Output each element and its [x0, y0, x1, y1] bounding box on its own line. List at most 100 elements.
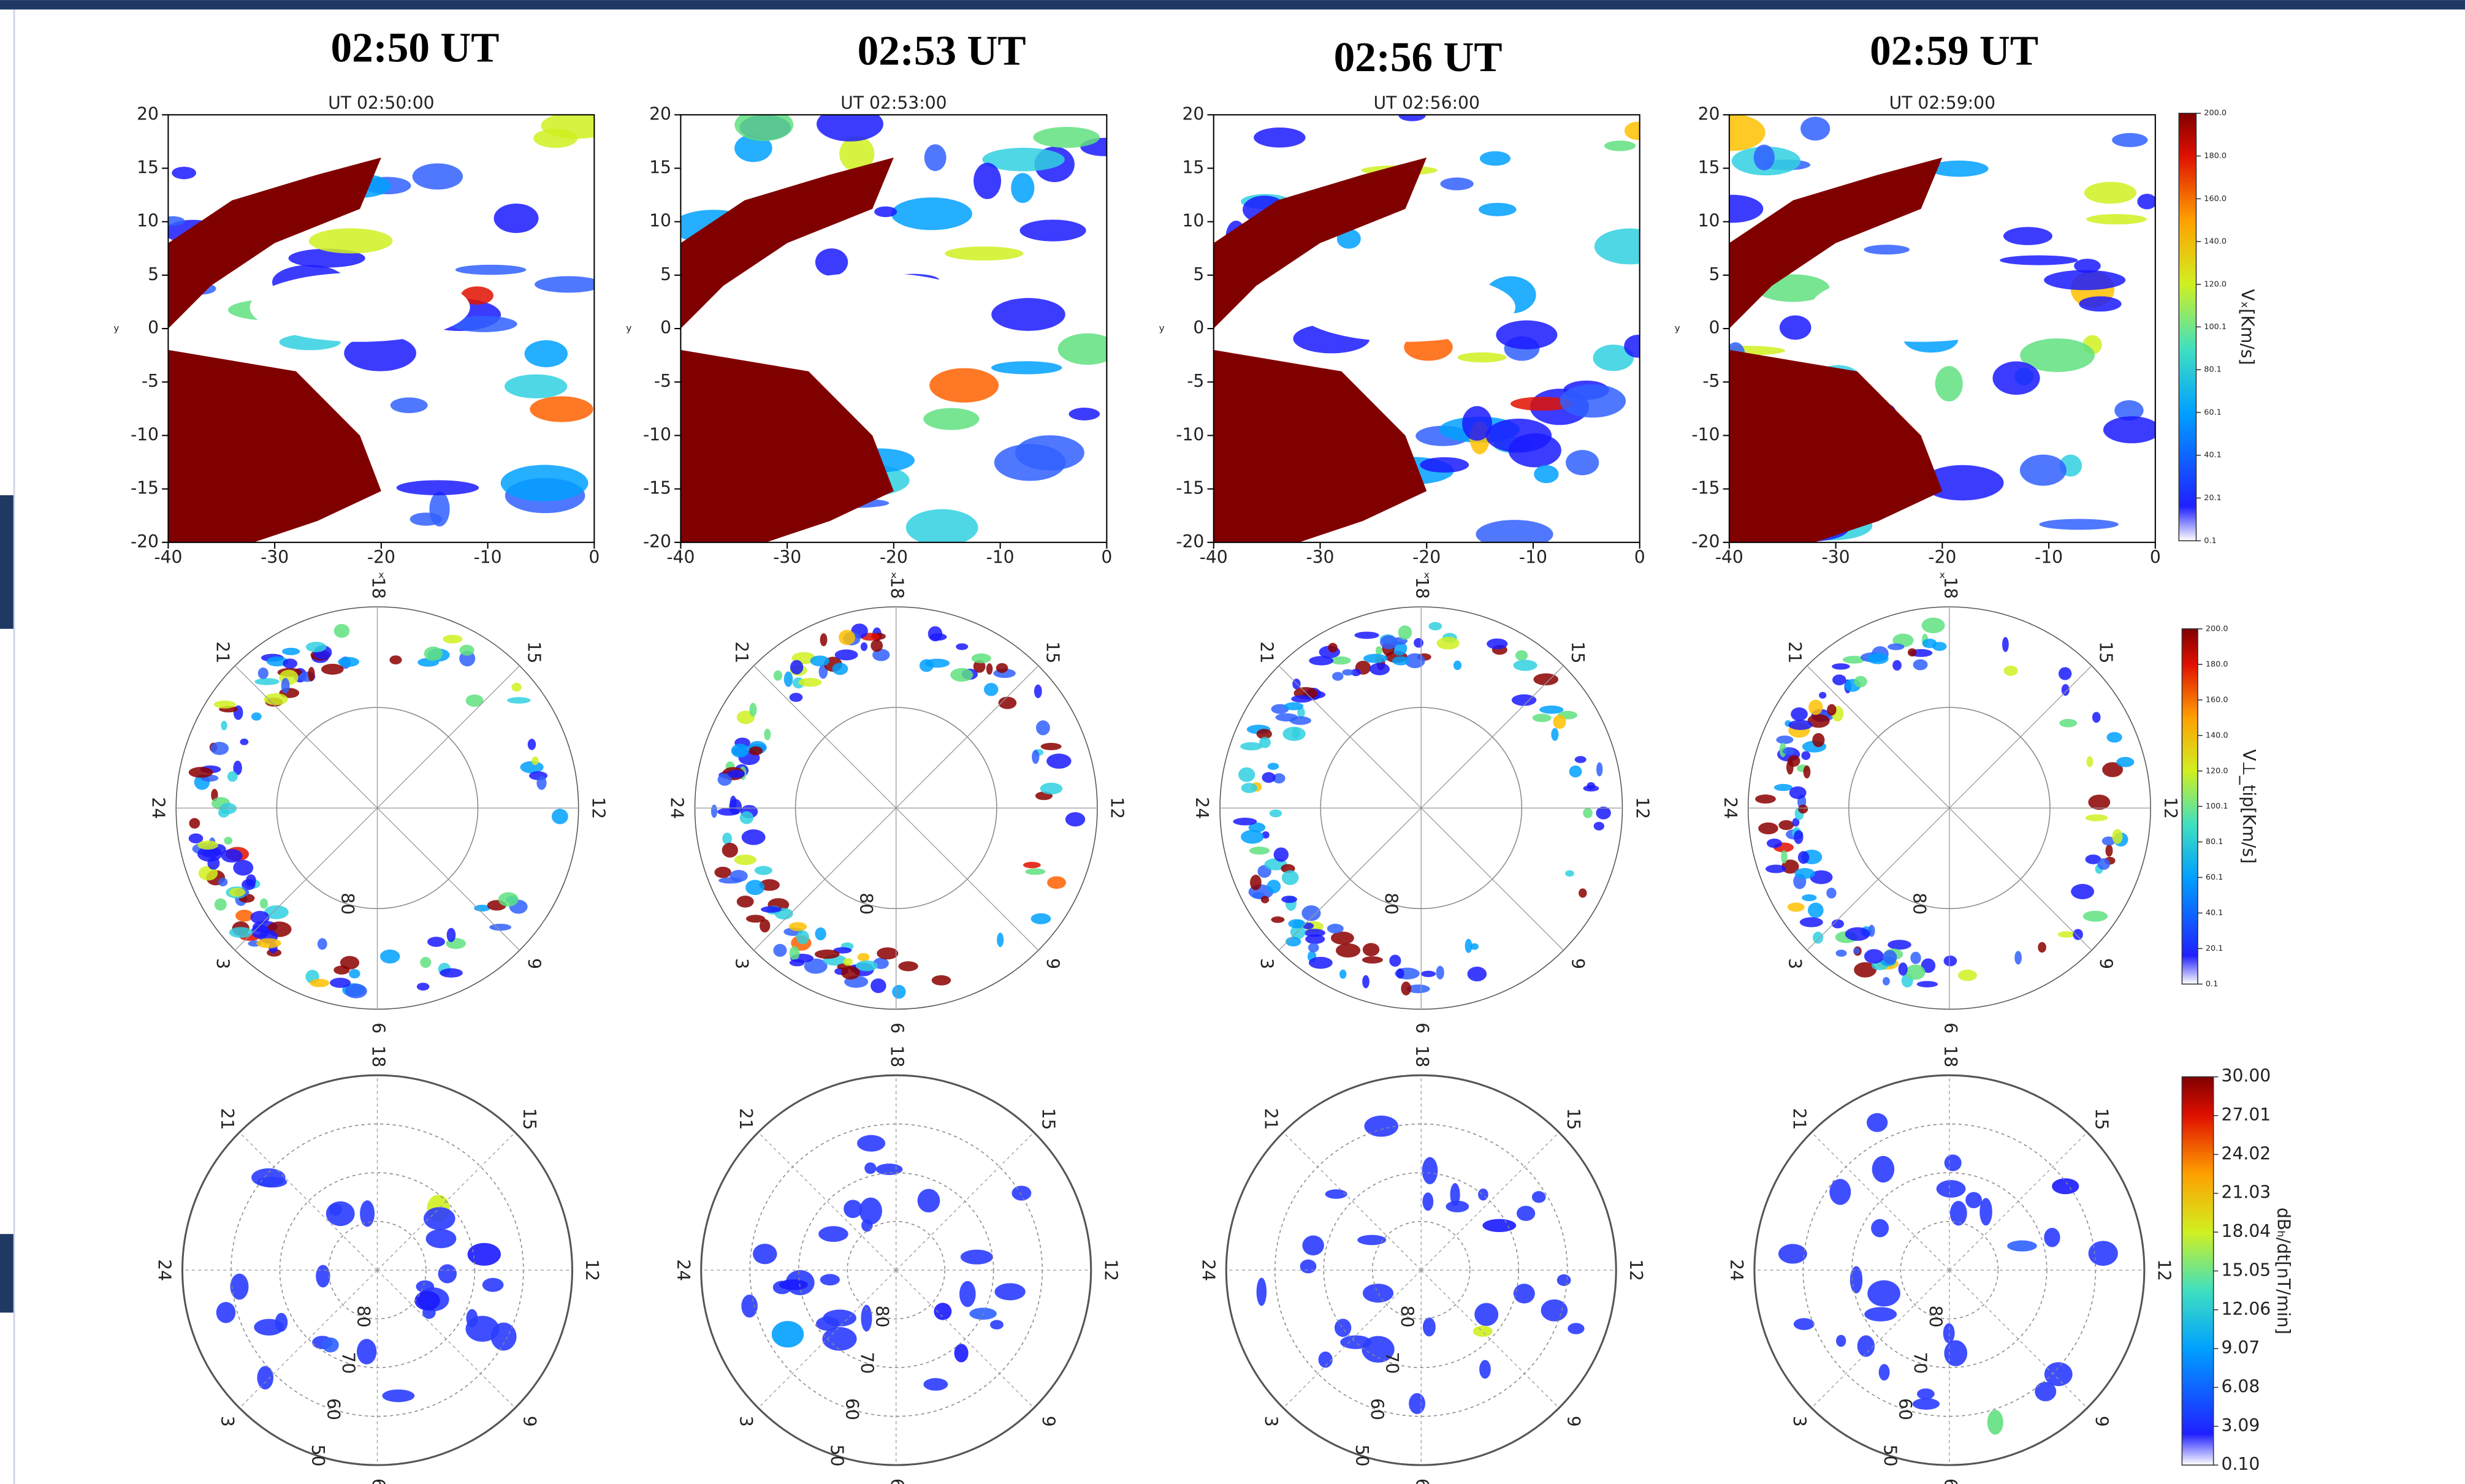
heat-patch — [2086, 756, 2094, 767]
heat-patch — [1482, 1219, 1517, 1233]
heat-patch — [1907, 648, 1917, 657]
heat-patch — [1031, 913, 1051, 924]
heat-patch — [2014, 951, 2022, 965]
heat-patch — [816, 1316, 840, 1331]
heat-patch — [789, 959, 805, 967]
hour-grid — [758, 1132, 897, 1271]
heat-patch — [1308, 956, 1333, 969]
heat-patch — [871, 639, 883, 652]
lat-label: 50 — [826, 1445, 847, 1467]
heat-patch — [754, 866, 772, 875]
heat-patch — [739, 811, 754, 824]
heat-patch — [1864, 1307, 1897, 1322]
lat-label: 70 — [857, 1352, 877, 1374]
colorbar-tick-label: 15.05 — [2222, 1260, 2271, 1280]
heat-patch — [1979, 1198, 1992, 1226]
heat-patch — [1905, 964, 1926, 980]
hour-label: 15 — [2096, 641, 2116, 663]
heat-patch — [711, 804, 718, 818]
heat-patch — [1624, 121, 1640, 140]
heat-patch — [2082, 910, 2108, 922]
y-tick-label: 0 — [1193, 318, 1204, 338]
heat-patch — [1532, 713, 1552, 723]
heat-patch — [329, 1203, 343, 1216]
heat-patch — [1309, 656, 1334, 666]
heat-patch — [316, 1265, 330, 1288]
heat-patch — [1579, 888, 1587, 898]
heatmap — [1729, 115, 2155, 542]
heat-patch — [1917, 1388, 1935, 1400]
heat-patch — [536, 775, 547, 790]
heat-patch — [493, 204, 539, 234]
heat-patch — [717, 773, 733, 786]
hour-grid — [896, 1269, 1035, 1409]
heat-patch — [730, 796, 737, 810]
heat-patch — [424, 1207, 455, 1230]
heat-patch — [2007, 1240, 2037, 1252]
heat-patch — [1485, 419, 1552, 453]
heat-patch — [1801, 751, 1811, 760]
heat-patch — [997, 932, 1004, 947]
heat-patch — [1340, 1335, 1372, 1349]
hour-label: 12 — [2154, 1259, 2174, 1281]
heat-patch — [722, 842, 738, 858]
heat-patch — [923, 1378, 948, 1391]
heat-patch — [1428, 622, 1442, 631]
hour-label: 18 — [1940, 577, 1960, 599]
hour-label: 3 — [1789, 1416, 1809, 1427]
heat-patch — [482, 1277, 504, 1292]
heat-patch — [857, 1135, 886, 1152]
hour-label: 15 — [1568, 641, 1588, 663]
side-band — [0, 1234, 15, 1313]
hour-grid — [239, 1132, 378, 1271]
heat-patch — [1807, 713, 1830, 728]
heat-patch — [1888, 940, 1911, 950]
heat-patch — [1864, 949, 1884, 964]
heat-patch — [1788, 755, 1800, 767]
hour-label: 3 — [1785, 958, 1805, 969]
heat-patch — [1305, 934, 1325, 945]
heat-patch — [2084, 181, 2136, 204]
heat-patch — [923, 408, 980, 430]
heat-patch — [804, 958, 828, 974]
hour-label: 21 — [1785, 641, 1805, 663]
heat-patch — [1929, 160, 1989, 177]
heat-patch — [2088, 1241, 2118, 1266]
heat-patch — [1233, 818, 1257, 826]
heat-patch — [1753, 144, 1775, 170]
heat-patch — [839, 630, 856, 645]
heat-patch — [251, 924, 270, 938]
heat-patch — [1819, 691, 1827, 699]
heat-patch — [229, 888, 246, 897]
heat-patch — [230, 1273, 249, 1300]
heat-patch — [511, 682, 522, 692]
heat-patch — [459, 644, 474, 656]
y-tick-label: 0 — [660, 318, 671, 338]
lat-label: 60 — [1895, 1398, 1915, 1420]
heat-patch — [338, 656, 360, 667]
heat-patch — [1813, 931, 1824, 944]
heat-patch — [741, 1294, 758, 1318]
heat-patch — [1238, 767, 1255, 782]
hour-grid — [1420, 807, 1564, 951]
heat-patch — [1284, 702, 1304, 710]
heat-patch — [1396, 968, 1404, 979]
heat-patch — [779, 1279, 808, 1290]
heat-patch — [1788, 720, 1813, 730]
y-tick-label: -10 — [643, 424, 671, 444]
heat-patch — [960, 1249, 993, 1265]
heat-patch — [1318, 1351, 1333, 1368]
heat-patch — [1604, 140, 1636, 151]
heat-patch — [1568, 1323, 1585, 1334]
heat-patch — [1065, 812, 1086, 827]
heat-patch — [745, 880, 765, 896]
heat-patch — [1479, 151, 1511, 166]
heat-patch — [1275, 713, 1298, 722]
heat-patch — [1513, 660, 1537, 671]
heat-patch — [971, 653, 991, 664]
heat-patch — [420, 957, 432, 968]
colorbar-tick-label: 160.0 — [2206, 695, 2228, 704]
hour-label: 24 — [1198, 1259, 1218, 1281]
hour-label: 9 — [1038, 1416, 1058, 1427]
x-axis-label: x — [1940, 569, 1945, 580]
